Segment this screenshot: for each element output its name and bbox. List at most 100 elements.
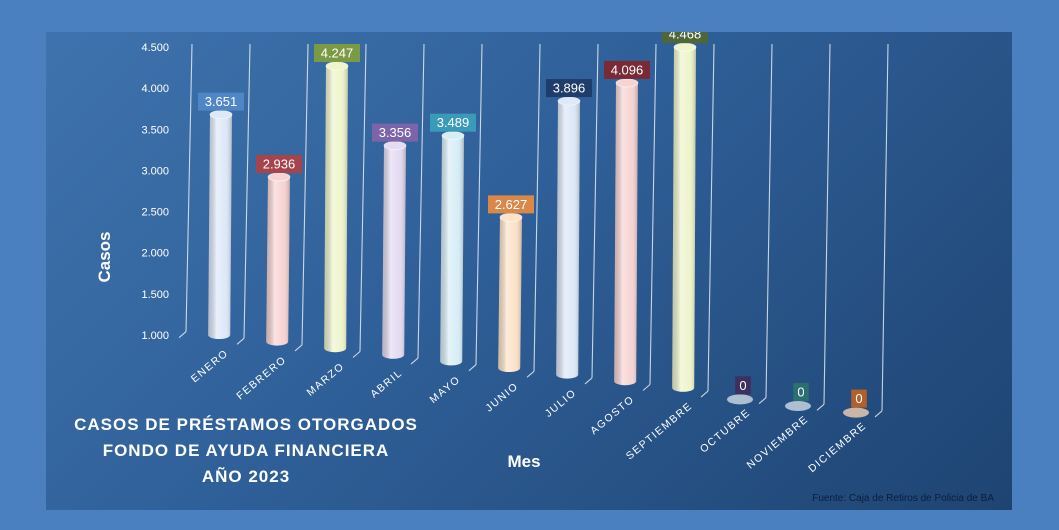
data-label-box (430, 113, 476, 132)
data-label-box (314, 43, 360, 62)
y-tick-label: 4.500 (141, 42, 169, 54)
gridline (243, 43, 251, 339)
x-tick-label: FEBRERO (234, 354, 289, 403)
bar-top (209, 110, 233, 119)
y-tick-label: 1.000 (141, 330, 169, 342)
gridline (301, 43, 309, 345)
x-tick-label: OCTUBRE (698, 407, 753, 456)
bar-chart: 1.000 1.500 2.000 2.500 3.000 3.500 4.000 4.500… (95, 32, 889, 475)
bar-top (615, 78, 639, 88)
data-label: 2.936 (263, 156, 296, 171)
chart-title-line-3: AÑO 2023 (201, 467, 291, 486)
bar-zero-disc (785, 401, 811, 411)
y-tick-label: 4.000 (141, 83, 169, 95)
bar-shade (324, 65, 348, 353)
bar-enero: 3.651 (198, 92, 244, 339)
y-tick-label: 1.500 (141, 289, 169, 301)
chart-title-line-1: CASOS DE PRÉSTAMOS OTORGADOS (74, 415, 418, 434)
data-label-box (198, 92, 244, 111)
gridline (765, 43, 773, 398)
data-label-box (488, 195, 534, 214)
bar-shade (382, 145, 406, 359)
bar-zero-disc (727, 394, 753, 405)
gridline (649, 43, 657, 385)
data-label: 0 (797, 385, 804, 400)
bar-diciembre: 0 (843, 389, 869, 418)
bar-shade (498, 217, 522, 372)
bar-septiembre: 4.468 (662, 32, 708, 392)
bar-agosto: 4.096 (604, 60, 650, 386)
data-label: 3.651 (205, 94, 238, 109)
gridline (881, 43, 889, 411)
y-tick-label: 2.000 (141, 248, 169, 260)
bar-shade (614, 82, 638, 386)
data-label-box (546, 79, 592, 98)
gridline (185, 43, 193, 332)
data-label-box (851, 389, 867, 408)
y-tick-label: 2.500 (141, 207, 169, 219)
bar-febrero: 2.936 (256, 154, 302, 346)
source-note: Fuente: Caja de Retiros de Policia de BA (812, 493, 994, 504)
gridline (475, 43, 483, 365)
gridline (707, 43, 715, 392)
bar-shade (266, 176, 290, 346)
gridline-foot (758, 397, 767, 405)
bar-top (383, 141, 407, 150)
chart-title-line-2: FONDO DE AYUDA FINANCIERA (102, 441, 390, 460)
bar-abril: 3.356 (372, 123, 418, 359)
data-label: 3.896 (553, 81, 586, 96)
gridline-foot (642, 384, 651, 391)
gridline-foot (468, 364, 477, 372)
data-label: 0 (855, 391, 862, 406)
x-axis-label: Mes (507, 452, 540, 471)
y-tick-label: 3.500 (141, 124, 169, 136)
bar-shade (208, 114, 232, 339)
x-tick-label: MAYO (428, 374, 463, 406)
bar-top (673, 42, 697, 52)
data-label-box (256, 154, 302, 173)
data-label: 3.489 (437, 115, 470, 130)
data-label: 4.096 (611, 62, 644, 77)
gridline (591, 43, 599, 378)
x-tick-label: SEPTIEMBRE (624, 400, 695, 462)
gridline-foot (700, 390, 709, 398)
data-label: 0 (739, 378, 746, 393)
x-tick-label: ABRIL (368, 367, 405, 401)
data-label-box (735, 376, 751, 395)
x-tick-label: NOVIEMBRE (745, 413, 811, 471)
bar-marzo: 4.247 (314, 43, 360, 353)
bar-noviembre: 0 (785, 383, 811, 411)
x-tick-label: JULIO (543, 387, 579, 420)
data-label: 2.627 (495, 197, 528, 212)
x-tick-label: DICIEMBRE (806, 420, 869, 475)
chart-area: 1.000 1.500 2.000 2.500 3.000 3.500 4.000 4.500… (46, 32, 1012, 510)
x-tick-label: JUNIO (483, 380, 521, 414)
bar-mayo: 3.489 (430, 113, 476, 366)
gridline-foot (294, 344, 303, 352)
gridline-foot (352, 351, 361, 358)
gridline-foot (410, 357, 419, 365)
data-label-box (372, 123, 418, 142)
bar-top (325, 61, 349, 71)
data-label: 4.468 (669, 32, 702, 42)
data-label: 3.356 (379, 125, 412, 140)
bar-top (557, 96, 581, 106)
gridline (417, 43, 425, 359)
gridline-foot (816, 403, 825, 411)
gridline-foot (236, 337, 245, 345)
bar-junio: 2.627 (488, 195, 534, 372)
bar-top (441, 131, 465, 141)
bar-top (267, 172, 291, 182)
data-label-box (604, 60, 650, 79)
gridline (823, 43, 831, 405)
y-tick-label: 3.000 (141, 165, 169, 177)
bar-zero-disc (843, 407, 869, 418)
gridline (533, 43, 541, 372)
y-axis-label: Casos (95, 231, 114, 282)
bar-shade (672, 47, 696, 392)
bar-octubre: 0 (727, 376, 753, 405)
bar-julio: 3.896 (546, 79, 592, 379)
x-tick-label: ENERO (189, 347, 231, 385)
gridline-foot (584, 377, 593, 385)
data-label-box (793, 383, 809, 401)
